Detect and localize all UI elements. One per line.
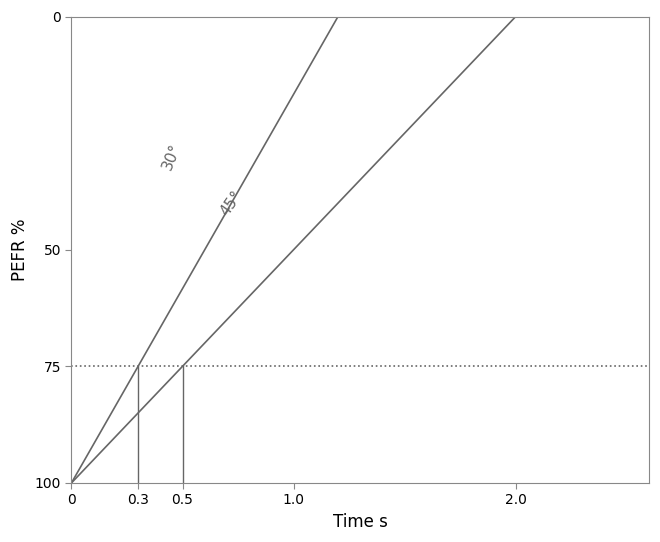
Text: 45°: 45° <box>218 188 246 218</box>
Text: 30°: 30° <box>159 141 183 172</box>
Y-axis label: PEFR %: PEFR % <box>11 218 29 281</box>
X-axis label: Time s: Time s <box>333 513 387 531</box>
